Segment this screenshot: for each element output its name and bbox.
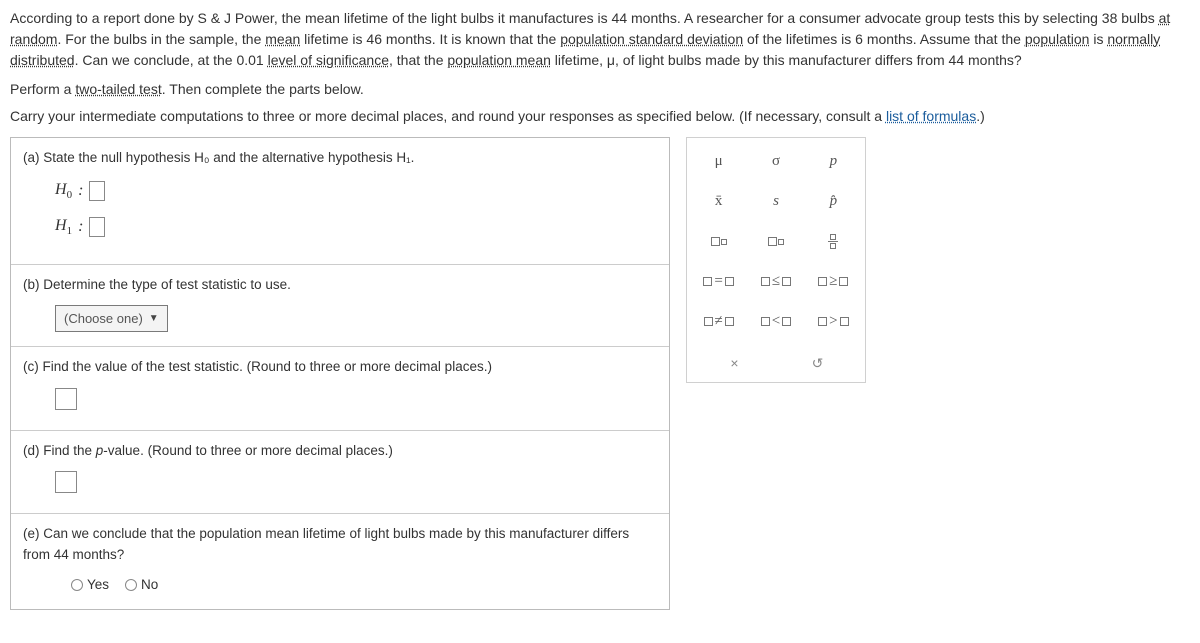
test-statistic-input[interactable] [55, 388, 77, 410]
part-c: (c) Find the value of the test statistic… [11, 346, 669, 430]
close-icon: × [730, 353, 738, 374]
colon: : [78, 179, 83, 203]
radio-yes[interactable] [71, 579, 83, 591]
problem-statement: According to a report done by S & J Powe… [10, 8, 1190, 71]
term-population[interactable]: population [1025, 31, 1090, 47]
h1-sub: 1 [67, 225, 73, 237]
palette-gt[interactable]: > [808, 304, 859, 338]
part-d: (d) Find the p-value. (Round to three or… [11, 430, 669, 514]
palette-fraction[interactable] [808, 224, 859, 258]
sym: p̂ [830, 190, 838, 213]
h-letter: H [55, 217, 67, 234]
term-two-tailed[interactable]: two-tailed test [75, 81, 161, 97]
palette-reset-button[interactable]: ↺ [804, 350, 832, 376]
link-list-formulas[interactable]: list of formulas [886, 108, 976, 124]
text: .) [976, 108, 985, 124]
radio-yes-label: Yes [87, 575, 109, 595]
part-b-label: (b) Determine the type of test statistic… [23, 275, 657, 295]
colon: : [78, 215, 83, 239]
term-mean[interactable]: mean [265, 31, 300, 47]
palette-p[interactable]: p [808, 144, 859, 178]
part-a-label: (a) State the null hypothesis H₀ and the… [23, 148, 657, 168]
part-e: (e) Can we conclude that the population … [11, 513, 669, 609]
h1-input[interactable] [89, 217, 105, 237]
radio-no[interactable] [125, 579, 137, 591]
palette-xbar[interactable]: x̄ [693, 184, 744, 218]
h-letter: H [55, 181, 67, 198]
sym: μ [715, 150, 723, 173]
instruction-1: Perform a two-tailed test. Then complete… [10, 79, 1190, 100]
palette-superscript[interactable] [693, 224, 744, 258]
palette-subscript[interactable] [750, 224, 801, 258]
sym: p [830, 150, 838, 173]
text: Carry your intermediate computations to … [10, 108, 886, 124]
palette-eq[interactable]: = [693, 264, 744, 298]
part-e-label: (e) Can we conclude that the population … [23, 524, 657, 565]
radio-no-label: No [141, 575, 158, 595]
sym: x̄ [715, 190, 723, 213]
instruction-2: Carry your intermediate computations to … [10, 106, 1190, 127]
text: lifetime, μ, of light bulbs made by this… [551, 52, 1022, 68]
part-d-label: (d) Find the p-value. (Round to three or… [23, 441, 657, 461]
reset-icon: ↺ [812, 353, 824, 374]
sym: s [773, 190, 779, 213]
palette-footer: × ↺ [693, 344, 859, 376]
palette-ne[interactable]: ≠ [693, 304, 744, 338]
text: , that the [389, 52, 447, 68]
dropdown-label: (Choose one) [64, 309, 143, 329]
part-a: (a) State the null hypothesis H₀ and the… [11, 138, 669, 264]
palette-ge[interactable]: ≥ [808, 264, 859, 298]
palette-sigma[interactable]: σ [750, 144, 801, 178]
text: . Can we conclude, at the 0.01 [75, 52, 268, 68]
h0-row: H0 : [55, 178, 657, 204]
h1-row: H1 : [55, 214, 657, 240]
sym: σ [772, 150, 780, 173]
text: According to a report done by S & J Powe… [10, 10, 1159, 26]
palette-clear-button[interactable]: × [721, 350, 749, 376]
test-statistic-dropdown[interactable]: (Choose one) ▼ [55, 305, 168, 333]
h0-sub: 0 [67, 189, 73, 201]
part-b: (b) Determine the type of test statistic… [11, 264, 669, 347]
palette-phat[interactable]: p̂ [808, 184, 859, 218]
text: . For the bulbs in the sample, the [57, 31, 265, 47]
term-pop-sd[interactable]: population standard deviation [560, 31, 743, 47]
symbol-palette: μ σ p x̄ s p̂ = ≤ ≥ ≠ < > × ↺ [686, 137, 866, 383]
text: Perform a [10, 81, 75, 97]
parts-box: (a) State the null hypothesis H₀ and the… [10, 137, 670, 610]
chevron-down-icon: ▼ [149, 311, 159, 326]
term-level-sig[interactable]: level of significance [268, 52, 389, 68]
p-value-input[interactable] [55, 471, 77, 493]
palette-wrapper: μ σ p x̄ s p̂ = ≤ ≥ ≠ < > × ↺ [686, 137, 866, 610]
palette-grid: μ σ p x̄ s p̂ = ≤ ≥ ≠ < > [693, 144, 859, 338]
text: is [1089, 31, 1107, 47]
part-c-label: (c) Find the value of the test statistic… [23, 357, 657, 377]
term-pop-mean[interactable]: population mean [447, 52, 551, 68]
palette-mu[interactable]: μ [693, 144, 744, 178]
palette-lt[interactable]: < [750, 304, 801, 338]
h0-input[interactable] [89, 181, 105, 201]
text: of the lifetimes is 6 months. Assume tha… [743, 31, 1025, 47]
text: lifetime is 46 months. It is known that … [300, 31, 560, 47]
main-area: (a) State the null hypothesis H₀ and the… [10, 137, 1190, 610]
palette-le[interactable]: ≤ [750, 264, 801, 298]
palette-s[interactable]: s [750, 184, 801, 218]
text: . Then complete the parts below. [162, 81, 364, 97]
